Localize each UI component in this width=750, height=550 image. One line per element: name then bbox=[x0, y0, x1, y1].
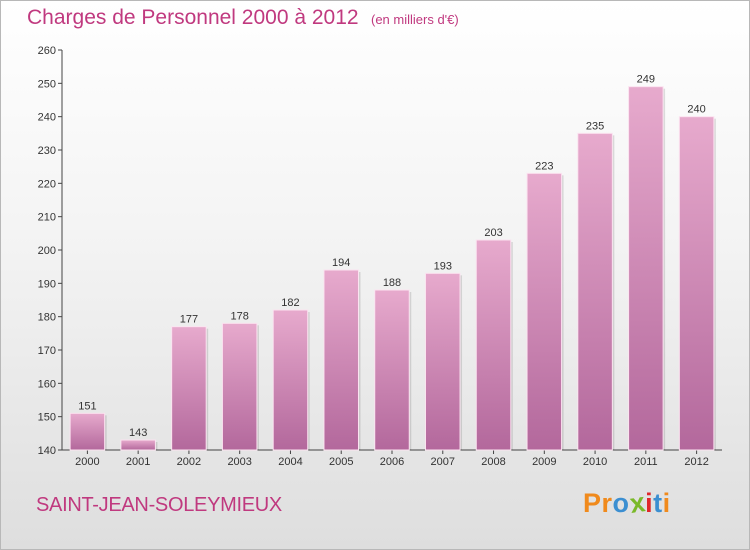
bar-2006 bbox=[374, 289, 410, 451]
bar-2004 bbox=[272, 309, 309, 451]
logo-letter: i bbox=[662, 488, 671, 518]
logo-letter: t bbox=[653, 488, 663, 518]
y-tick-label: 210 bbox=[38, 212, 56, 224]
y-tick-label: 160 bbox=[38, 378, 56, 390]
y-tick-label: 180 bbox=[38, 312, 56, 324]
bar-2002 bbox=[171, 326, 207, 451]
axes: 140 150 160 170 180 190 200 210 220 230 240 250 260 2… bbox=[38, 45, 722, 468]
value-label: 249 bbox=[637, 74, 655, 86]
x-tick-label: 2004 bbox=[278, 456, 302, 468]
bar-2012 bbox=[678, 116, 715, 451]
x-tick-label: 2006 bbox=[380, 456, 404, 468]
bar-2009 bbox=[526, 172, 563, 451]
x-tick-label: 2002 bbox=[177, 456, 201, 468]
bar-2010 bbox=[577, 132, 613, 451]
x-tick-label: 2007 bbox=[431, 456, 455, 468]
y-tick-label: 260 bbox=[38, 45, 56, 57]
value-label: 193 bbox=[434, 260, 452, 272]
x-tick-label: 2012 bbox=[684, 456, 708, 468]
value-label: 182 bbox=[281, 297, 299, 309]
x-tick-label: 2008 bbox=[481, 456, 505, 468]
value-label: 223 bbox=[535, 160, 553, 172]
chart-title: Charges de Personnel 2000 à 2012 bbox=[27, 6, 359, 29]
bar-2007 bbox=[425, 272, 461, 451]
bar-2003 bbox=[221, 322, 258, 451]
value-label: 177 bbox=[180, 314, 198, 326]
x-tick-label: 2009 bbox=[532, 456, 556, 468]
y-tick-label: 220 bbox=[38, 178, 56, 190]
logo-letter: o bbox=[612, 488, 630, 518]
bar-2011 bbox=[628, 86, 664, 451]
y-tick-label: 150 bbox=[38, 412, 56, 424]
y-tick-label: 190 bbox=[38, 278, 56, 290]
value-label: 235 bbox=[586, 120, 604, 132]
logo-letter: P bbox=[583, 488, 602, 518]
value-label: 194 bbox=[332, 257, 350, 269]
chart-unit: (en milliers d'€) bbox=[371, 12, 459, 27]
logo-letter: r bbox=[601, 488, 613, 518]
y-tick-label: 200 bbox=[38, 245, 56, 257]
y-tick-label: 140 bbox=[38, 445, 56, 457]
bar-2000 bbox=[69, 412, 106, 451]
value-label: 151 bbox=[78, 400, 96, 412]
x-tick-label: 2003 bbox=[227, 456, 251, 468]
value-label: 203 bbox=[484, 227, 502, 239]
value-labels: 151 143 177 178 182 194 188 193 203 223 235 249 240 bbox=[78, 74, 706, 439]
value-label: 188 bbox=[383, 277, 401, 289]
y-tick-label: 170 bbox=[38, 345, 56, 357]
commune-name: SAINT-JEAN-SOLEYMIEUX bbox=[36, 494, 282, 516]
bar-2001 bbox=[120, 439, 156, 451]
bars bbox=[69, 86, 716, 451]
y-tick-label: 250 bbox=[38, 78, 56, 90]
x-tick-label: 2005 bbox=[329, 456, 353, 468]
x-tick-label: 2000 bbox=[75, 456, 99, 468]
value-label: 178 bbox=[231, 310, 249, 322]
value-label: 143 bbox=[129, 427, 147, 439]
x-tick-label: 2010 bbox=[583, 456, 607, 468]
x-tick-label: 2001 bbox=[126, 456, 150, 468]
proxiti-logo: Proxiti bbox=[583, 487, 671, 519]
logo-letter: i bbox=[645, 488, 654, 518]
bar-2005 bbox=[323, 269, 359, 451]
y-tick-label: 230 bbox=[38, 145, 56, 157]
x-tick-label: 2011 bbox=[634, 456, 658, 468]
bar-2008 bbox=[475, 239, 512, 451]
value-label: 240 bbox=[687, 104, 705, 116]
y-tick-label: 240 bbox=[38, 112, 56, 124]
